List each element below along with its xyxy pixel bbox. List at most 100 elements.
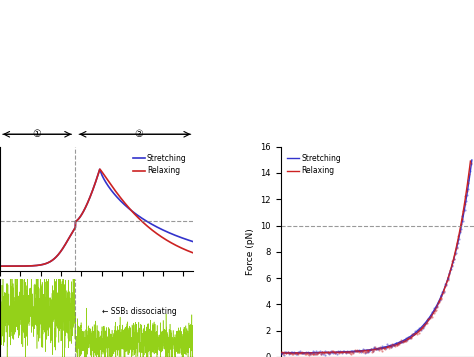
Point [406,335,414,341]
Point [427,312,435,318]
Point [311,351,319,357]
Point [364,349,372,355]
Relaxing [82,206,88,210]
Point [444,277,451,282]
Point [467,161,474,167]
Point [437,297,445,302]
Point [340,348,347,354]
Point [406,334,414,340]
Point [401,338,409,343]
Point [383,342,391,347]
Point [390,342,398,348]
Point [359,350,367,355]
Point [387,344,394,350]
Point [453,244,460,250]
Point [295,349,302,355]
Point [294,350,302,355]
Point [366,347,374,353]
Point [353,347,360,353]
Point [413,327,420,333]
Text: ← SSB₁ dissociating: ← SSB₁ dissociating [102,307,177,316]
Point [339,348,347,354]
Point [310,351,318,357]
Point [358,348,365,353]
Point [346,350,354,356]
Point [319,351,327,357]
Point [323,350,330,355]
Point [365,348,372,354]
Point [410,331,418,336]
Point [394,341,401,347]
Point [346,348,354,354]
Point [286,350,293,356]
Point [381,345,388,351]
Point [400,338,408,343]
Point [332,349,340,355]
Point [285,350,292,356]
Point [464,181,471,186]
Point [320,350,328,356]
Point [391,343,399,349]
Point [461,207,469,212]
Point [373,347,380,352]
Point [298,350,306,355]
Point [388,345,395,350]
Point [339,350,347,355]
Point [296,350,304,356]
Point [386,343,394,349]
Point [439,290,447,296]
Point [279,351,286,356]
Point [378,345,386,351]
Stretching [381,345,387,350]
Point [285,351,292,357]
Point [465,186,472,192]
Point [454,240,461,246]
Point [407,335,414,341]
Point [385,346,392,351]
Point [377,345,384,351]
Point [397,337,405,343]
Relaxing [130,210,136,215]
Point [327,349,334,355]
Point [415,325,423,331]
Point [375,347,383,353]
Point [372,344,379,350]
Relaxing [463,193,469,197]
Line: Stretching: Stretching [0,169,193,266]
Point [310,349,318,355]
Point [440,288,447,294]
Stretching [17,264,23,268]
Point [305,350,312,356]
Point [452,250,460,256]
Point [436,297,444,303]
Point [443,282,450,288]
Point [331,350,339,356]
Point [334,348,342,353]
Point [331,350,338,356]
Point [419,325,427,330]
Point [278,350,286,356]
Point [441,281,448,287]
Point [365,348,372,354]
Point [282,350,289,355]
Stretching [369,347,374,352]
Point [321,352,328,357]
Relaxing [369,348,375,352]
Point [313,351,321,357]
Point [459,218,466,224]
Point [319,349,326,355]
Point [383,345,390,351]
Point [438,292,445,298]
Stretching [130,210,136,214]
Point [440,289,447,295]
Point [390,342,398,348]
Stretching [370,347,375,352]
Point [375,345,383,351]
Point [396,339,404,345]
Point [349,350,356,355]
Point [441,283,449,288]
Point [463,188,471,193]
Point [430,308,438,313]
Point [324,349,331,355]
Point [415,327,422,333]
